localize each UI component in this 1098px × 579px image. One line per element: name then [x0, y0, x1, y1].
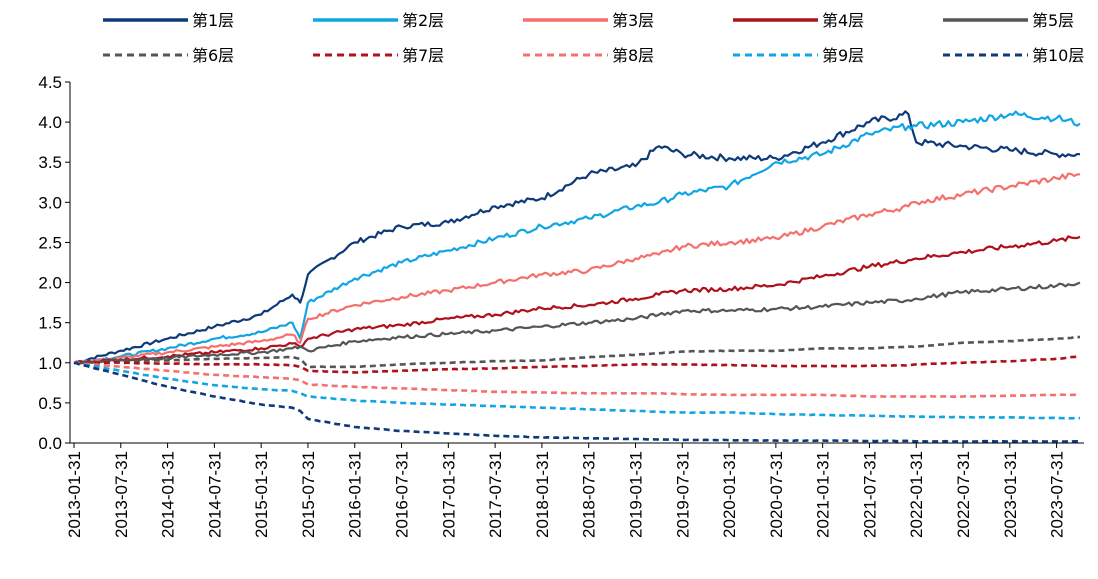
series-line-8 — [73, 361, 1080, 398]
legend-label-1: 第1层 — [192, 11, 234, 30]
y-tick-label: 0.5 — [38, 394, 62, 413]
x-tick-label: 2013-01-31 — [65, 451, 84, 538]
x-tick-label: 2020-01-31 — [720, 451, 739, 538]
x-tick-label: 2015-01-31 — [252, 451, 271, 538]
y-ticks: 0.0 0.5 1.0 1.5 2.0 2.5 3.0 3.5 4.0 4.5 — [38, 73, 70, 453]
series-line-9 — [73, 361, 1081, 420]
x-tick-label: 2015-07-31 — [299, 451, 318, 538]
x-tick-label: 2023-01-31 — [1001, 451, 1020, 538]
x-tick-label: 2018-07-31 — [580, 451, 599, 538]
plot-area: 0.0 0.5 1.0 1.5 2.0 2.5 3.0 3.5 4.0 4.5 2013-01-3… — [38, 73, 1084, 538]
x-tick-label: 2013-07-31 — [112, 451, 131, 538]
series-line-7 — [73, 355, 1081, 374]
legend-label-3: 第3层 — [612, 11, 654, 30]
x-ticks: 2013-01-31 2013-07-31 2014-01-31 2014-07-31… — [65, 443, 1067, 538]
legend-label-10: 第10层 — [1032, 46, 1084, 65]
legend-label-8: 第8层 — [612, 46, 654, 65]
series-line-1 — [73, 110, 1081, 364]
x-tick-label: 2021-07-31 — [860, 451, 879, 538]
legend-label-4: 第4层 — [822, 11, 864, 30]
x-tick-label: 2016-07-31 — [393, 451, 412, 538]
x-tick-label: 2021-01-31 — [814, 451, 833, 538]
y-tick-label: 2.5 — [38, 233, 62, 252]
y-tick-label: 3.5 — [38, 153, 62, 172]
series-line-2 — [73, 110, 1081, 364]
series-line-10 — [73, 361, 1081, 443]
x-tick-label: 2022-01-31 — [907, 451, 926, 538]
x-tick-label: 2018-01-31 — [533, 451, 552, 538]
y-tick-label: 3.0 — [38, 193, 62, 212]
x-tick-label: 2014-07-31 — [205, 451, 224, 538]
x-tick-label: 2017-07-31 — [486, 451, 505, 538]
series-line-6 — [73, 335, 1080, 369]
series-lines — [73, 110, 1081, 443]
x-tick-label: 2017-01-31 — [439, 451, 458, 538]
y-tick-label: 1.5 — [38, 314, 62, 333]
y-tick-label: 2.0 — [38, 274, 62, 293]
legend-label-2: 第2层 — [402, 11, 444, 30]
x-tick-label: 2020-07-31 — [767, 451, 786, 538]
x-tick-label: 2016-01-31 — [346, 451, 365, 538]
x-tick-label: 2019-07-31 — [673, 451, 692, 538]
y-tick-label: 1.0 — [38, 354, 62, 373]
legend-label-7: 第7层 — [402, 46, 444, 65]
legend-label-9: 第9层 — [822, 46, 864, 65]
y-tick-label: 4.5 — [38, 73, 62, 92]
series-line-4 — [73, 235, 1081, 365]
x-tick-label: 2022-07-31 — [954, 451, 973, 538]
x-tick-label: 2019-01-31 — [626, 451, 645, 538]
y-tick-label: 0.0 — [38, 434, 62, 453]
series-line-3 — [73, 172, 1081, 365]
series-line-5 — [73, 281, 1081, 365]
x-tick-label: 2014-01-31 — [159, 451, 178, 538]
legend-label-5: 第5层 — [1032, 11, 1074, 30]
legend-label-6: 第6层 — [192, 46, 234, 65]
y-tick-label: 4.0 — [38, 113, 62, 132]
x-tick-label: 2023-07-31 — [1048, 451, 1067, 538]
